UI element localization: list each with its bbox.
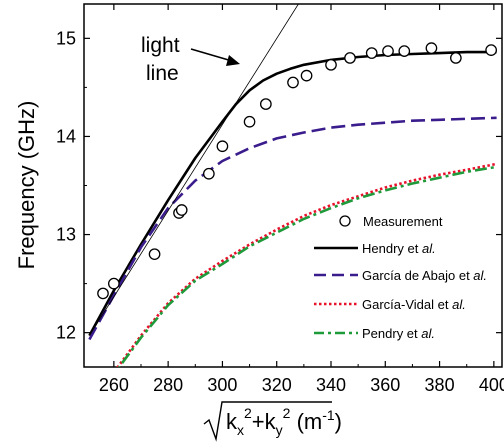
measurement-markers <box>97 42 497 300</box>
legend-label-garcia-vidal: García-Vidal et al. <box>362 297 466 312</box>
legend-label-garcia-de-abajo: García de Abajo et al. <box>362 268 487 283</box>
measurement-point <box>325 58 337 71</box>
measurement-point <box>425 42 438 54</box>
measurement-point <box>485 44 497 56</box>
legend-label-measurement: Measurement <box>363 214 443 229</box>
measurement-point <box>287 76 299 89</box>
x-axis-label: kx2+ky2 (m-1) <box>226 405 342 438</box>
measurement-point <box>450 52 462 64</box>
legend-label-pendry: Pendry et al. <box>362 326 435 341</box>
measurement-point <box>300 69 313 82</box>
measurement-point <box>203 167 215 180</box>
measurement-point <box>175 204 188 216</box>
measurement-point <box>382 45 394 57</box>
y-tick-label: 12 <box>56 323 76 343</box>
x-tick-label: 280 <box>153 375 183 395</box>
x-tick-label: 260 <box>99 375 129 395</box>
x-tick-label: 300 <box>207 375 237 395</box>
measurement-point <box>344 52 356 64</box>
plot-frame <box>83 3 503 368</box>
measurement-point <box>108 277 120 290</box>
legend: Measurement Hendry et al. García de Abaj… <box>314 214 487 341</box>
axis-ticks: 260 280 300 320 340 360 380 400 12 13 14 15 <box>56 4 504 395</box>
series-line-pendry-et-al <box>117 165 497 367</box>
light-line-label-2: line <box>146 62 179 85</box>
measurement-point <box>398 45 411 57</box>
x-tick-label: 360 <box>370 375 400 395</box>
measurement-point <box>97 287 109 300</box>
y-tick-label: 13 <box>56 225 76 245</box>
series-line-light-line <box>89 4 299 336</box>
sqrt-symbol <box>203 401 332 442</box>
x-tick-label: 320 <box>262 375 292 395</box>
plot-border <box>83 3 503 368</box>
x-tick-label: 380 <box>425 375 455 395</box>
x-tick-label: 340 <box>316 375 346 395</box>
light-line-annotation: light line <box>141 34 240 85</box>
y-tick-label: 15 <box>56 28 76 48</box>
light-line-label-1: light <box>141 34 180 57</box>
series-layer <box>88 4 497 367</box>
legend-marker-measurement <box>339 215 351 227</box>
legend-label-hendry: Hendry et al. <box>362 241 436 256</box>
y-axis-title: Frequency (GHz) <box>14 101 39 270</box>
y-tick-label: 14 <box>56 126 76 146</box>
series-line-hendry-et-al <box>88 50 497 337</box>
measurement-point <box>216 140 229 153</box>
annotation-arrow <box>190 48 233 62</box>
x-tick-label: 400 <box>479 375 504 395</box>
measurement-point <box>243 115 256 128</box>
x-axis-title: kx2+ky2 (m-1) <box>203 401 342 442</box>
measurement-point <box>260 98 272 110</box>
measurement-point <box>148 248 161 261</box>
annotation-arrowhead <box>226 55 240 66</box>
series-line-garcia-vidal-et-al <box>116 162 497 367</box>
measurement-point <box>365 47 378 59</box>
series-line-garcia-de-abajo-et-al <box>88 116 497 341</box>
